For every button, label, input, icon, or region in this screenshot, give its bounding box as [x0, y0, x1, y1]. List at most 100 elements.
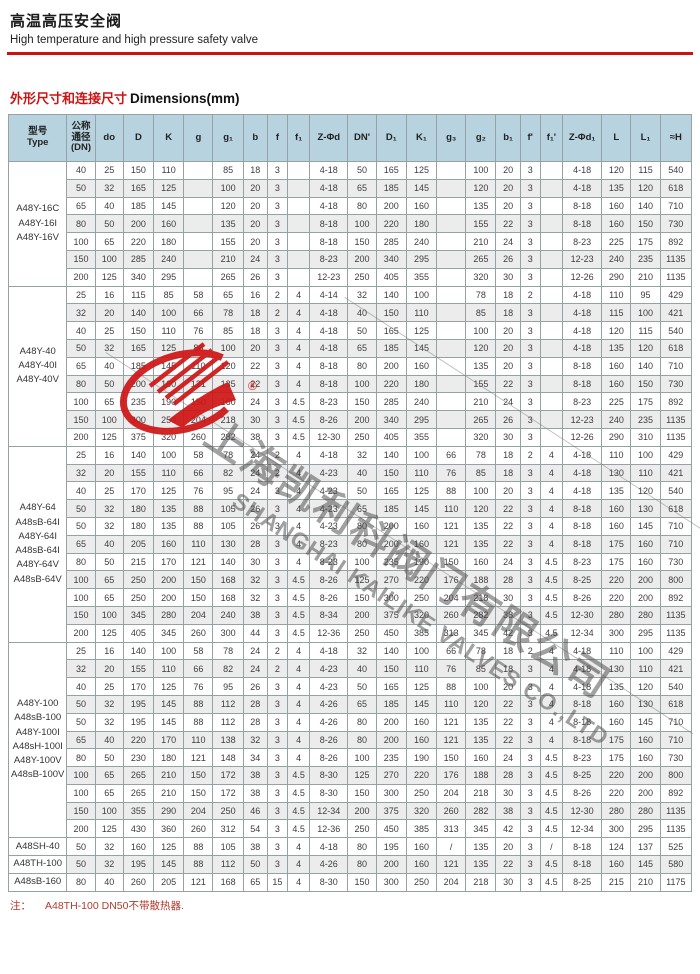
cell: 66	[183, 659, 214, 679]
cell: 150	[347, 392, 377, 412]
cell: 16	[242, 285, 268, 305]
cell: 220	[122, 730, 155, 750]
cell: 355	[122, 801, 155, 821]
cell: 3	[266, 427, 289, 447]
cell: 4.5	[539, 819, 563, 839]
cell: 12-23	[561, 410, 603, 429]
cell: 4-18	[561, 303, 603, 323]
cell: 3	[519, 232, 541, 251]
cell: 80	[66, 872, 96, 892]
cell: 100	[153, 641, 185, 661]
cell: 210	[630, 267, 661, 287]
cell: 730	[659, 374, 693, 394]
cell: 220	[601, 766, 632, 785]
cell: 85	[465, 463, 497, 483]
cell	[436, 232, 467, 251]
cell: 32	[242, 730, 268, 750]
cell: 20	[242, 338, 268, 358]
cell: 4	[286, 338, 311, 358]
cell: 50	[66, 338, 96, 358]
cell: 4-26	[309, 694, 349, 714]
cell: 190	[405, 748, 438, 768]
cell: 160	[153, 374, 185, 394]
table-row: 150 100 355 290 204 250 46 3 4.5 12-34 200 375 320 26…	[9, 801, 693, 821]
cell: 210	[465, 392, 497, 412]
cell: 285	[122, 249, 155, 269]
cell: 8-18	[309, 374, 349, 394]
column-header: K₁	[405, 114, 438, 162]
cell: 28	[242, 694, 268, 714]
cell: 121	[436, 712, 467, 732]
cell: 3	[519, 499, 541, 518]
cell: 85	[465, 303, 497, 323]
cell: 3	[266, 232, 289, 251]
cell: 30	[242, 552, 268, 572]
cell: 38	[242, 605, 268, 625]
cell: 135	[465, 196, 497, 216]
cell: 80	[347, 534, 377, 554]
cell: 4-18	[309, 196, 349, 216]
cell: 50	[66, 855, 96, 874]
cell: 8-34	[309, 605, 349, 625]
cell: 8-18	[561, 534, 603, 554]
cell: 115	[122, 285, 155, 305]
cell: 100	[347, 214, 377, 234]
column-header: D₁	[375, 114, 407, 162]
cell: 80	[66, 214, 96, 234]
cell: 240	[405, 232, 438, 251]
cell: 160	[405, 356, 438, 376]
cell: 3	[519, 783, 541, 803]
cell: 195	[375, 837, 407, 857]
cell: 3	[266, 605, 289, 625]
cell: 50	[66, 499, 96, 518]
cell: 405	[375, 267, 407, 287]
cell: 121	[436, 516, 467, 536]
cell: 525	[659, 837, 693, 857]
cell: 450	[375, 623, 407, 643]
cell: 165	[375, 677, 407, 696]
cell: 580	[659, 855, 693, 874]
cell: 345	[465, 623, 497, 643]
cell: 20	[242, 196, 268, 216]
cell: 65	[347, 499, 377, 518]
cell: 25	[66, 445, 96, 465]
cell: 8-18	[561, 712, 603, 732]
table-row: 50 32 195 145 88 112 28 3 4 4-26 80 200 160 121 135 22 3…	[9, 712, 693, 732]
cell: 22	[495, 214, 521, 234]
cell: 200	[630, 588, 661, 607]
cell: 450	[375, 819, 407, 839]
cell: 42	[495, 819, 521, 839]
cell	[286, 196, 311, 216]
column-header: g	[183, 114, 214, 162]
cell: 235	[375, 748, 407, 768]
cell: 40	[347, 659, 377, 679]
cell: 22	[495, 499, 521, 518]
cell: 265	[212, 267, 244, 287]
cell: 16	[94, 641, 124, 661]
cell	[539, 232, 563, 251]
cell: 140	[630, 356, 661, 376]
cell: 313	[436, 819, 467, 839]
cell: 22	[495, 855, 521, 874]
cell: 205	[122, 534, 155, 554]
cell: 892	[659, 783, 693, 803]
cell: 28	[495, 766, 521, 785]
cell: 220	[405, 570, 438, 590]
cell: 22	[495, 374, 521, 394]
cell: 4.5	[286, 410, 311, 429]
cell: 76	[183, 481, 214, 501]
cell: 22	[242, 356, 268, 376]
cell: 3	[519, 321, 541, 340]
cell: 32	[242, 570, 268, 590]
table-row: A48Y-100 A48sB-100 A48Y-100I A48sH-100I A48Y…	[7, 641, 693, 839]
cell: 710	[659, 356, 693, 376]
cell: 40	[66, 161, 96, 180]
column-header: Z-Φd	[309, 114, 349, 162]
cell: 38	[242, 766, 268, 785]
cell: 112	[212, 694, 244, 714]
cell: 195	[122, 855, 155, 874]
cell: 200	[375, 712, 407, 732]
cell: 100	[153, 445, 185, 465]
cell: 20	[495, 677, 521, 696]
cell: 110	[153, 321, 185, 340]
